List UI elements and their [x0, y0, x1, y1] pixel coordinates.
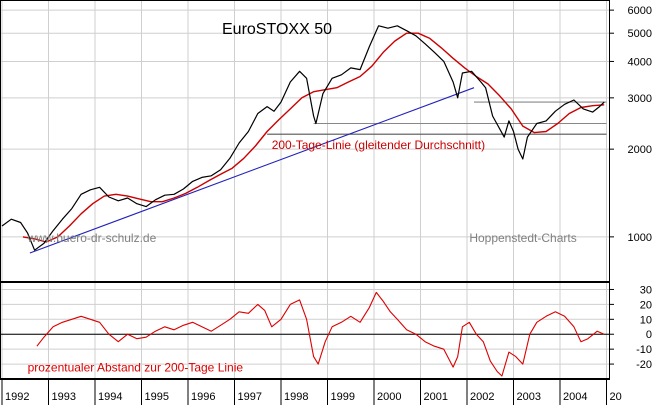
x-tick-label: 2003 [517, 391, 541, 403]
y-tick-label-lower: -20 [636, 359, 652, 371]
y-tick-label: 5000 [628, 28, 652, 40]
x-tick-label: 1998 [284, 391, 308, 403]
annotation-label: Hoppenstedt-Charts [469, 231, 576, 245]
y-tick-label: 1000 [628, 232, 652, 244]
annotation-label: 200-Tage-Linie (gleitender Durchschnitt) [272, 138, 485, 152]
price-line [1, 25, 605, 251]
grid-layer [0, 0, 614, 405]
annotation-label-lower: prozentualer Abstand zur 200-Tage Linie [28, 361, 244, 375]
y-tick-label-lower: 0 [646, 329, 652, 341]
y-tick-label-lower: 10 [640, 314, 652, 326]
x-tick-label: 1995 [145, 391, 169, 403]
trendline-line [29, 87, 475, 254]
chart-title: EuroSTOXX 50 [222, 21, 332, 38]
y-tick-label: 4000 [628, 56, 652, 68]
lower-panel-frame [0, 282, 610, 379]
x-tick-label: 1996 [191, 391, 215, 403]
y-tick-label: 6000 [628, 5, 652, 17]
deviation-line [36, 291, 605, 377]
x-tick-label: 1993 [52, 391, 76, 403]
frame-layer [0, 0, 610, 380]
y-tick-label: 3000 [628, 93, 652, 105]
x-tick-label: 1992 [5, 391, 29, 403]
y-tick-label-lower: 30 [640, 284, 652, 296]
x-tick-label: 1999 [331, 391, 355, 403]
label-layer: EuroSTOXX 50 1992 1993 1994 1995 1996 1997 199… [5, 5, 652, 403]
x-tick-label: 1997 [238, 391, 262, 403]
x-tick-label: 1994 [98, 391, 122, 403]
series-layer [0, 25, 610, 377]
y-tick-label: 2000 [628, 144, 652, 156]
y-tick-label-lower: 20 [640, 299, 652, 311]
x-tick-label: 2004 [563, 391, 587, 403]
annotation-label: www.buero-dr-schulz.de [27, 231, 157, 245]
upper-panel-frame [0, 0, 610, 282]
x-tick-label: 2001 [424, 391, 448, 403]
sma200-line [22, 32, 605, 243]
x-tick-label: 2000 [377, 391, 401, 403]
x-tick-label: 20 [610, 391, 622, 403]
y-tick-label-lower: -10 [636, 344, 652, 356]
x-tick-label: 2002 [470, 391, 494, 403]
